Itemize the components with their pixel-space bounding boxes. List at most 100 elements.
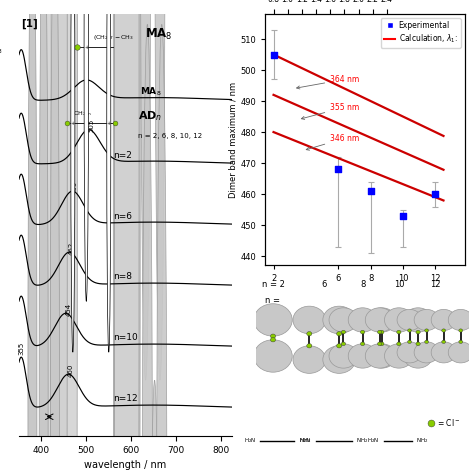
Circle shape bbox=[50, 0, 59, 474]
Circle shape bbox=[380, 342, 384, 346]
Text: $\rm{(CH_2)_7-CH_3}$: $\rm{(CH_2)_7-CH_3}$ bbox=[93, 33, 134, 42]
Text: $\rm{(CH_2)_n}$: $\rm{(CH_2)_n}$ bbox=[71, 109, 92, 118]
Text: +: + bbox=[84, 45, 88, 50]
Text: n=2: n=2 bbox=[113, 151, 132, 160]
Text: MA$_8$: MA$_8$ bbox=[140, 85, 162, 98]
Circle shape bbox=[404, 344, 432, 368]
Circle shape bbox=[431, 310, 456, 330]
Circle shape bbox=[408, 329, 411, 332]
Point bbox=[335, 165, 342, 173]
Circle shape bbox=[384, 308, 413, 332]
Text: n=8: n=8 bbox=[113, 273, 132, 282]
Ellipse shape bbox=[113, 0, 140, 474]
Circle shape bbox=[271, 334, 275, 338]
Circle shape bbox=[408, 340, 411, 344]
Text: n=10: n=10 bbox=[113, 334, 138, 343]
Circle shape bbox=[404, 308, 432, 332]
Text: 8: 8 bbox=[360, 280, 365, 289]
Circle shape bbox=[341, 330, 346, 334]
Text: 454: 454 bbox=[65, 303, 72, 316]
X-axis label: wavelength / nm: wavelength / nm bbox=[84, 460, 167, 470]
Text: 462: 462 bbox=[69, 241, 75, 255]
Circle shape bbox=[271, 337, 275, 342]
Text: +: + bbox=[107, 121, 111, 126]
Circle shape bbox=[341, 342, 346, 346]
Circle shape bbox=[28, 0, 37, 474]
Text: [1]: [1] bbox=[21, 18, 38, 29]
Circle shape bbox=[71, 0, 75, 352]
Text: n=6: n=6 bbox=[113, 211, 132, 220]
Legend: Experimental, Calculation, $\lambda_1$:: Experimental, Calculation, $\lambda_1$: bbox=[381, 18, 461, 48]
Circle shape bbox=[380, 330, 384, 334]
Text: 355 nm: 355 nm bbox=[301, 103, 359, 119]
Circle shape bbox=[323, 306, 356, 334]
Text: n=12: n=12 bbox=[113, 394, 138, 403]
Text: $\rm H_2N$: $\rm H_2N$ bbox=[299, 436, 311, 445]
Text: 469: 469 bbox=[72, 180, 78, 194]
Circle shape bbox=[142, 24, 153, 474]
Circle shape bbox=[293, 306, 326, 334]
Circle shape bbox=[397, 330, 401, 334]
Text: 6: 6 bbox=[321, 280, 327, 289]
Point bbox=[270, 51, 277, 58]
Text: $\rm H_2N$: $\rm H_2N$ bbox=[244, 436, 256, 445]
Point bbox=[432, 191, 439, 198]
Circle shape bbox=[416, 330, 420, 334]
Circle shape bbox=[156, 24, 167, 474]
Circle shape bbox=[39, 0, 48, 474]
Text: = Cl$^-$: = Cl$^-$ bbox=[437, 417, 461, 428]
Circle shape bbox=[329, 308, 358, 332]
Text: $\rm NH_2$: $\rm NH_2$ bbox=[356, 436, 369, 445]
Circle shape bbox=[337, 344, 342, 348]
Circle shape bbox=[367, 344, 396, 368]
Ellipse shape bbox=[43, 0, 67, 474]
Text: = $\dot{\rm N}$H$_3$: = $\dot{\rm N}$H$_3$ bbox=[0, 41, 2, 56]
Text: MA$_8$: MA$_8$ bbox=[145, 27, 172, 42]
Circle shape bbox=[140, 0, 151, 380]
Text: n = 2: n = 2 bbox=[262, 280, 284, 289]
Y-axis label: Dimer band maximum / nm: Dimer band maximum / nm bbox=[229, 82, 238, 198]
Circle shape bbox=[254, 304, 292, 336]
Circle shape bbox=[414, 342, 439, 363]
Circle shape bbox=[337, 332, 342, 336]
Text: n =: n = bbox=[265, 296, 281, 305]
Text: AD$_n$: AD$_n$ bbox=[138, 109, 162, 123]
Text: $\rm NH_2$: $\rm NH_2$ bbox=[416, 436, 428, 445]
Text: 346 nm: 346 nm bbox=[306, 134, 359, 150]
Point bbox=[367, 187, 374, 195]
Circle shape bbox=[365, 308, 394, 332]
Circle shape bbox=[360, 342, 365, 346]
Circle shape bbox=[293, 346, 326, 374]
Circle shape bbox=[84, 0, 89, 301]
Circle shape bbox=[397, 310, 422, 330]
Circle shape bbox=[348, 308, 377, 332]
Circle shape bbox=[384, 344, 413, 368]
Circle shape bbox=[425, 329, 428, 332]
Circle shape bbox=[397, 342, 401, 346]
Circle shape bbox=[360, 330, 365, 334]
Circle shape bbox=[442, 329, 446, 332]
Circle shape bbox=[448, 342, 473, 363]
Circle shape bbox=[367, 308, 396, 332]
Text: 12: 12 bbox=[430, 280, 440, 289]
Circle shape bbox=[307, 332, 312, 336]
Circle shape bbox=[329, 344, 358, 368]
Circle shape bbox=[414, 310, 439, 330]
Circle shape bbox=[307, 344, 312, 348]
Text: 355: 355 bbox=[18, 341, 24, 355]
Ellipse shape bbox=[50, 0, 77, 474]
Text: 505: 505 bbox=[88, 119, 94, 132]
Text: $\rm H_2N$: $\rm H_2N$ bbox=[367, 436, 380, 445]
Circle shape bbox=[448, 310, 473, 330]
Circle shape bbox=[377, 342, 382, 346]
Circle shape bbox=[416, 342, 420, 346]
Ellipse shape bbox=[114, 0, 139, 474]
Circle shape bbox=[397, 342, 422, 363]
Circle shape bbox=[431, 342, 456, 363]
Circle shape bbox=[107, 0, 111, 352]
Text: 10: 10 bbox=[393, 280, 404, 289]
Text: 364 nm: 364 nm bbox=[297, 75, 359, 89]
Text: n = 2, 6, 8, 10, 12: n = 2, 6, 8, 10, 12 bbox=[138, 133, 202, 139]
Circle shape bbox=[442, 340, 446, 344]
Circle shape bbox=[377, 330, 382, 334]
